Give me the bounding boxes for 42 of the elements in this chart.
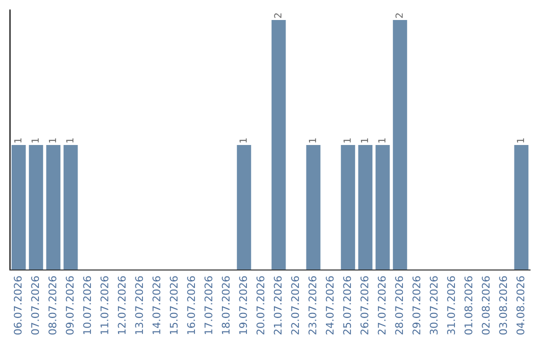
x-tick-label: 28.07.2026 bbox=[395, 276, 404, 334]
x-tick-label: 16.07.2026 bbox=[187, 276, 196, 334]
x-tick-label: 22.07.2026 bbox=[291, 276, 300, 334]
x-tick-label: 17.07.2026 bbox=[204, 276, 212, 334]
x-tick-label: 09.07.2026 bbox=[66, 276, 74, 335]
x-tick-label: 23.07.2026 bbox=[308, 276, 316, 334]
x-tick-label: 11.07.2026 bbox=[100, 276, 108, 334]
x-tick-label: 26.07.2026 bbox=[360, 276, 368, 334]
data-label: 1 bbox=[308, 138, 316, 143]
x-tick-label: 01.08.2026 bbox=[464, 276, 472, 335]
x-tick-label: 30.07.2026 bbox=[430, 276, 438, 334]
x-tick-label: 13.07.2026 bbox=[135, 276, 144, 334]
x-tick-label: 14.07.2026 bbox=[152, 276, 160, 334]
data-label: 2 bbox=[274, 13, 282, 18]
data-label: 2 bbox=[395, 13, 403, 18]
x-tick-label: 08.07.2026 bbox=[48, 276, 56, 335]
x-tick-label: 04.08.2026 bbox=[516, 276, 524, 335]
data-label: 1 bbox=[378, 138, 386, 143]
x-tick-label: 19.07.2026 bbox=[239, 276, 248, 334]
x-tick-label: 29.07.2026 bbox=[412, 276, 420, 334]
x-tick-label: 27.07.2026 bbox=[378, 276, 386, 334]
data-label: 1 bbox=[240, 138, 247, 143]
x-tick-label: 07.07.2026 bbox=[31, 276, 40, 335]
x-tick-label: 25.07.2026 bbox=[343, 276, 352, 334]
x-tick-label: 20.07.2026 bbox=[256, 276, 264, 334]
x-tick-label: 12.07.2026 bbox=[118, 276, 126, 334]
data-label: 1 bbox=[344, 138, 351, 143]
x-tick-label: 15.07.2026 bbox=[170, 276, 178, 334]
x-tick-label: 03.08.2026 bbox=[499, 276, 508, 335]
data-label: 1 bbox=[48, 138, 56, 143]
data-label: 1 bbox=[32, 138, 39, 143]
data-label: 1 bbox=[14, 138, 22, 143]
data-label: 1 bbox=[66, 138, 74, 143]
data-label: 1 bbox=[360, 138, 368, 143]
x-tick-label: 02.08.2026 bbox=[482, 276, 490, 335]
x-tick-label: 18.07.2026 bbox=[222, 276, 230, 334]
x-tick-label: 21.07.2026 bbox=[274, 276, 282, 334]
data-label: 1 bbox=[516, 138, 524, 143]
x-tick-label: 24.07.2026 bbox=[326, 276, 334, 334]
x-tick-label: 06.07.2026 bbox=[14, 276, 22, 335]
x-tick-label: 31.07.2026 bbox=[447, 276, 456, 334]
x-tick-label: 10.07.2026 bbox=[83, 276, 92, 334]
